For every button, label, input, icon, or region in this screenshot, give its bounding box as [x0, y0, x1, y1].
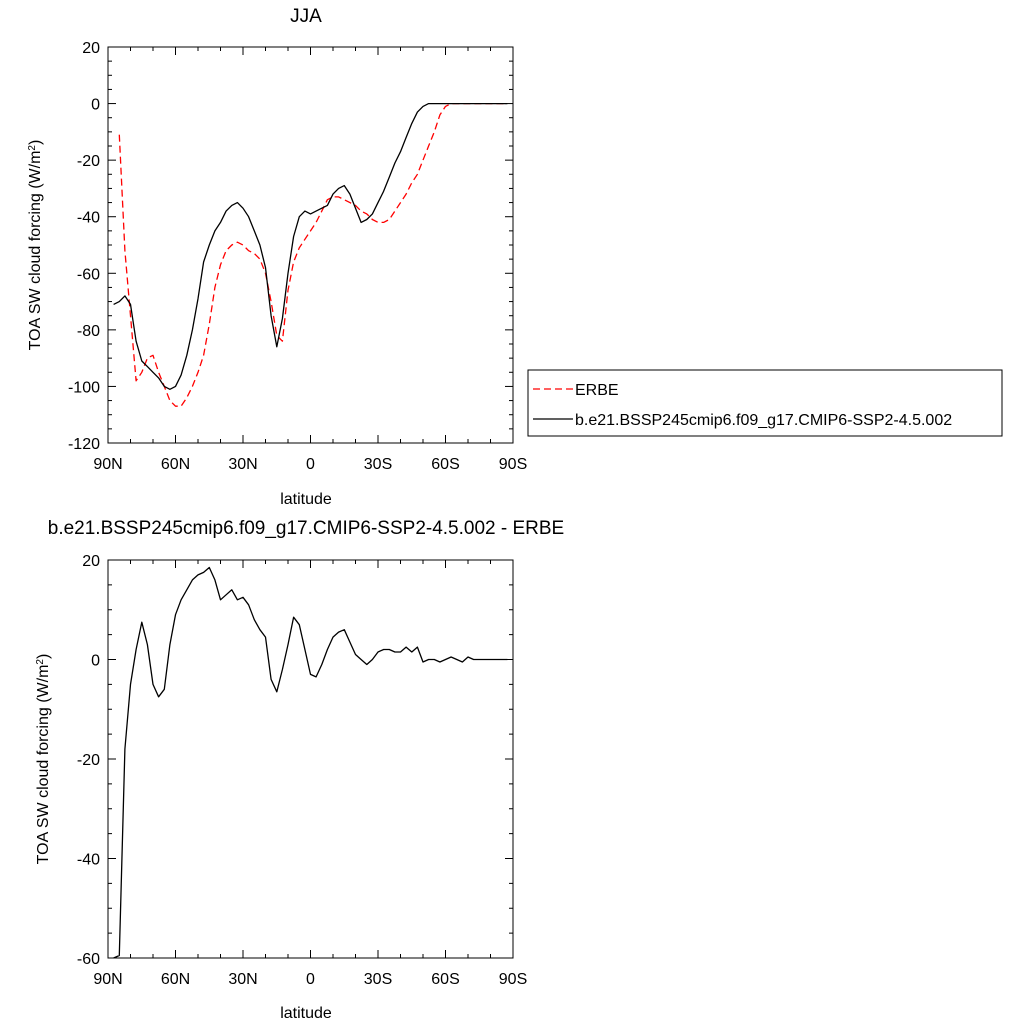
top-y-axis-label-close: ): [27, 140, 44, 145]
top-title: JJA: [290, 6, 322, 27]
top-x-ticks: 90N 60N 30N 0 30S 60S 90S: [93, 47, 527, 473]
legend-model-label: b.e21.BSSP245cmip6.f09_g17.CMIP6-SSP2-4.…: [575, 412, 952, 429]
top-y-tick-label: -100: [68, 379, 100, 396]
bottom-panel: b.e21.BSSP245cmip6.f09_g17.CMIP6-SSP2-4.…: [35, 518, 565, 1022]
top-y-axis-label-main: TOA SW cloud forcing (W/m: [27, 151, 44, 351]
bottom-y-tick-label: -40: [77, 852, 100, 869]
top-y-tick-label: -60: [77, 266, 100, 283]
bottom-series: [113, 566, 508, 959]
top-plot-frame: [107, 46, 514, 444]
top-x-tick-label: 0: [306, 456, 315, 473]
bottom-title: b.e21.BSSP245cmip6.f09_g17.CMIP6-SSP2-4.…: [48, 518, 564, 539]
top-y-tick-label: 20: [82, 40, 100, 57]
top-y-axis-label-sup: 2: [27, 145, 38, 151]
legend: ERBE b.e21.BSSP245cmip6.f09_g17.CMIP6-SS…: [527, 369, 1003, 437]
bottom-x-tick-label: 30S: [364, 971, 392, 988]
legend-erbe-label: ERBE: [575, 382, 619, 399]
top-y-tick-label: -20: [77, 153, 100, 170]
bottom-x-axis-label: latitude: [280, 1005, 332, 1022]
top-y-tick-label: -80: [77, 323, 100, 340]
bottom-y-ticks: 20 0 -20 -40 -60: [77, 553, 513, 968]
bottom-plot-frame: [107, 559, 514, 959]
top-series-line-erbe: [118, 102, 508, 407]
bottom-x-tick-label: 90S: [499, 971, 527, 988]
top-y-tick-label: -120: [68, 436, 100, 453]
top-x-tick-label: 60S: [431, 456, 459, 473]
top-series-line-b-e21-bssp245cmip6-f09-g17-cmip6-ssp2-4-5-002: [113, 102, 508, 390]
top-x-tick-label: 90N: [93, 456, 122, 473]
top-y-tick-label: 0: [91, 97, 100, 114]
bottom-x-tick-label: 30N: [228, 971, 257, 988]
top-panel: JJA 20 0 -20 -40 -60 -80 -100 -120 90N 60N 30N 0 30…: [27, 6, 1003, 508]
bottom-x-tick-label: 60N: [161, 971, 190, 988]
top-x-tick-label: 60N: [161, 456, 190, 473]
bottom-y-axis-label: TOA SW cloud forcing (W/m2): [35, 654, 53, 865]
bottom-x-tick-label: 60S: [431, 971, 459, 988]
top-series: [113, 102, 508, 407]
top-x-axis-label: latitude: [280, 491, 332, 508]
bottom-y-axis-label-close: ): [35, 654, 52, 659]
top-y-ticks: 20 0 -20 -40 -60 -80 -100 -120: [68, 40, 513, 453]
legend-box: [527, 369, 1003, 437]
top-x-tick-label: 30N: [228, 456, 257, 473]
bottom-x-ticks: 90N 60N 30N 0 30S 60S 90S: [93, 560, 527, 988]
top-y-tick-label: -40: [77, 210, 100, 227]
bottom-y-axis-label-main: TOA SW cloud forcing (W/m: [35, 665, 52, 865]
bottom-x-tick-label: 90N: [93, 971, 122, 988]
bottom-series-line-0: [113, 566, 508, 959]
bottom-y-tick-label: -60: [77, 951, 100, 968]
top-x-tick-label: 90S: [499, 456, 527, 473]
bottom-x-tick-label: 0: [306, 971, 315, 988]
top-x-tick-label: 30S: [364, 456, 392, 473]
bottom-y-tick-label: 0: [91, 653, 100, 670]
bottom-y-axis-label-sup: 2: [35, 659, 46, 665]
bottom-y-tick-label: -20: [77, 752, 100, 769]
bottom-y-tick-label: 20: [82, 553, 100, 570]
top-y-axis-label: TOA SW cloud forcing (W/m2): [27, 140, 45, 351]
